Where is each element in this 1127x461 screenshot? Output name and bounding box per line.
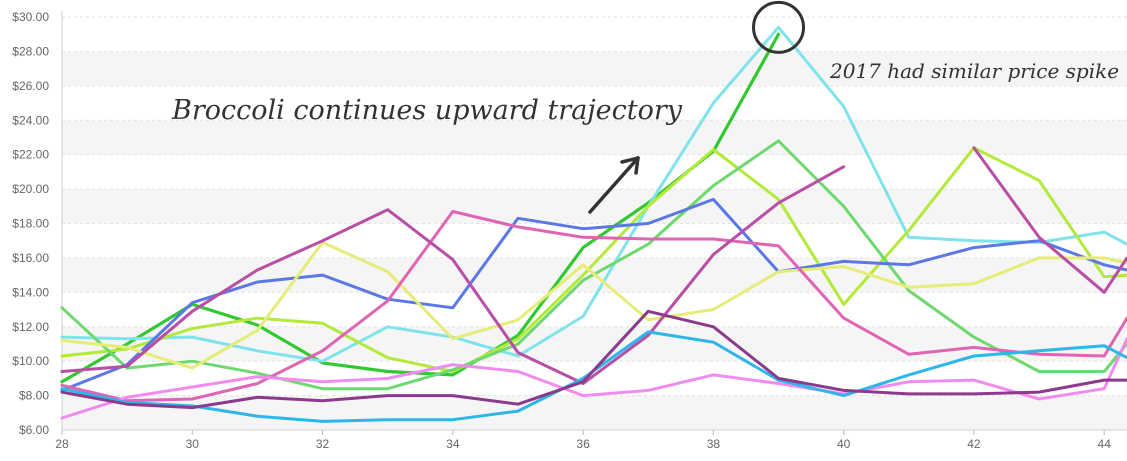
axes	[61, 11, 1127, 431]
series-line-6	[60, 240, 1127, 370]
y-tick-label: $20.00	[12, 182, 49, 196]
series-line-11	[60, 309, 1127, 410]
grid-band	[62, 120, 1127, 155]
series-line-segment	[60, 197, 1127, 392]
x-tick-label: 44	[1098, 437, 1112, 451]
grid-band	[62, 326, 1127, 362]
annotations-layer: Broccoli continues upward trajectory 201…	[171, 0, 1119, 214]
x-tick-label: 38	[707, 437, 721, 451]
x-tick-label: 30	[186, 437, 200, 451]
grid-bands	[62, 51, 1127, 430]
x-tick-label: 40	[837, 437, 851, 451]
annotation-price-spike: 2017 had similar price spike	[829, 59, 1119, 83]
y-tick-label: $6.00	[19, 423, 49, 437]
grid-band	[62, 51, 1127, 86]
y-tick-label: $14.00	[12, 285, 49, 299]
annotation-broccoli: Broccoli continues upward trajectory	[171, 95, 683, 126]
x-tick-label: 42	[967, 437, 981, 451]
x-tick-label: 32	[316, 437, 330, 451]
series-line-segment	[60, 330, 1127, 423]
y-tick-label: $26.00	[12, 79, 49, 93]
series-line-7	[60, 210, 1127, 403]
y-tick-label: $10.00	[12, 354, 49, 368]
series-line-5	[60, 197, 1127, 392]
y-tick-label: $24.00	[12, 113, 49, 127]
highlight-circle	[752, 0, 806, 54]
series-line-segment	[60, 240, 1127, 370]
series-line-8	[60, 146, 1127, 385]
series-line-segment	[60, 337, 1127, 420]
series-line-segment	[60, 139, 1127, 391]
x-tick-label: 36	[576, 437, 590, 451]
series-line-segment	[972, 146, 1127, 294]
series-line-3	[60, 146, 1127, 373]
series-line-segment	[60, 146, 1127, 373]
series-lines	[60, 25, 1127, 423]
x-tick-label: 34	[446, 437, 460, 451]
y-tick-label: $18.00	[12, 217, 49, 231]
grid-band	[62, 395, 1127, 430]
series-line-segment	[60, 309, 1127, 410]
y-tick-label: $16.00	[12, 251, 49, 265]
series-line-4	[60, 139, 1127, 391]
series-line-segment	[60, 210, 1127, 403]
y-tick-label: $12.00	[12, 320, 49, 334]
y-axis-tick-labels: $6.00 $8.00 $10.00 $12.00 $14.00 $16.00 $18.00…	[12, 10, 49, 437]
y-tick-label: $22.00	[12, 148, 49, 162]
x-tick-label: 28	[55, 437, 69, 451]
annotation-arrow-icon	[588, 156, 640, 214]
series-line-9	[60, 337, 1127, 420]
y-tick-label: $28.00	[12, 44, 49, 58]
x-axis-tick-labels: 28 30 32 34 36 38 40 42 44	[55, 430, 1111, 451]
series-line-segment	[60, 165, 846, 385]
y-tick-label: $8.00	[19, 389, 49, 403]
series-line-10	[60, 330, 1127, 423]
y-tick-label: $30.00	[12, 10, 49, 24]
